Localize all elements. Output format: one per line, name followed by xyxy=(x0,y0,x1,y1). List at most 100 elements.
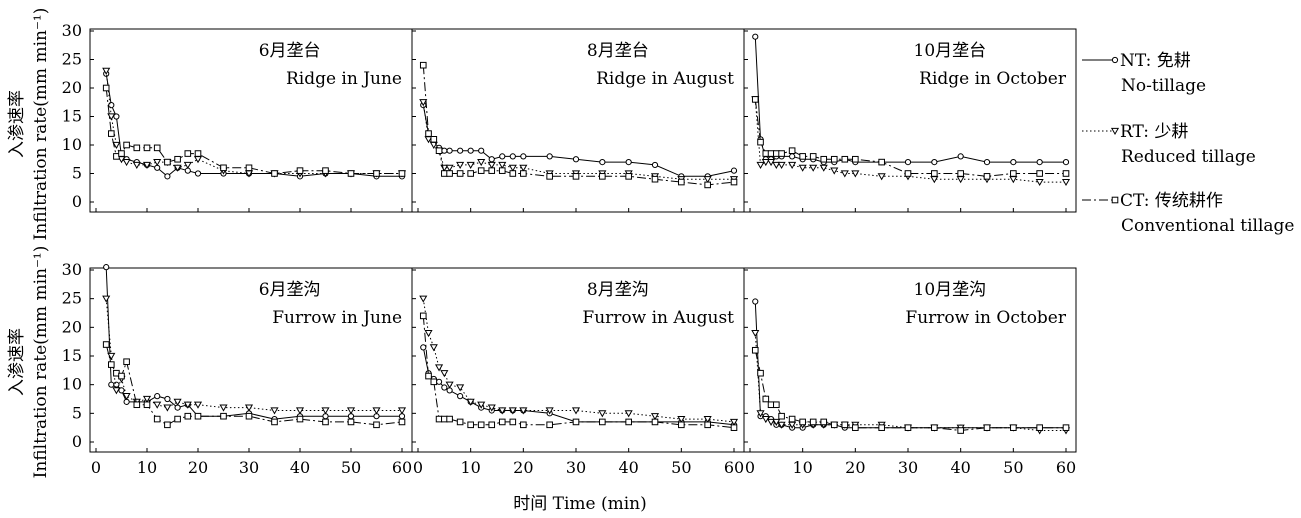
point-ct xyxy=(520,421,527,429)
point-ct xyxy=(184,150,192,157)
x-tick-label: 20 xyxy=(845,458,865,477)
point-nt xyxy=(789,153,796,160)
x-tick-label: 40 xyxy=(950,458,970,477)
point-ct xyxy=(488,421,496,429)
point-ct xyxy=(118,372,125,380)
series-ct xyxy=(102,341,406,429)
series-rt xyxy=(751,329,1071,435)
point-ct xyxy=(762,395,770,403)
point-nt xyxy=(164,395,171,403)
point-rt xyxy=(877,173,886,181)
y-tick-label: 5 xyxy=(72,164,82,183)
point-rt xyxy=(153,401,162,409)
series-ct xyxy=(751,346,1070,434)
point-rt xyxy=(788,161,797,169)
x-tick-label: 0 xyxy=(91,458,101,477)
x-tick-label: 0 xyxy=(413,458,423,477)
point-ct xyxy=(296,415,304,423)
point-ct xyxy=(477,167,485,174)
point-ct xyxy=(164,158,171,166)
point-ct xyxy=(425,130,432,137)
point-nt xyxy=(499,153,506,160)
point-nt xyxy=(194,170,202,177)
point-ct xyxy=(419,61,427,69)
panel-title-cn: 8月垄沟 xyxy=(587,280,649,300)
point-nt xyxy=(752,298,759,305)
point-rt xyxy=(397,407,407,415)
series-ct xyxy=(102,84,406,177)
point-rt xyxy=(456,161,465,169)
point-ct xyxy=(498,167,506,174)
legend-name-rt: Reduced tillage xyxy=(1121,147,1256,167)
x-tick-label: 10 xyxy=(792,458,812,477)
series-ct xyxy=(751,96,1070,180)
point-ct xyxy=(983,173,991,180)
point-ct xyxy=(108,361,115,368)
point-nt xyxy=(441,384,448,391)
legend-item-ct: CT: 传统耕作 Conventional tillage xyxy=(1082,191,1294,236)
point-ct xyxy=(730,178,738,186)
point-nt xyxy=(730,167,738,174)
x-axis-title: 时间 Time (min) xyxy=(513,494,647,514)
point-ct xyxy=(108,130,115,137)
point-rt xyxy=(477,159,486,167)
point-ct xyxy=(546,421,553,429)
point-rt xyxy=(142,161,152,169)
series-rt xyxy=(751,96,1071,187)
point-rt xyxy=(173,164,182,172)
point-ct xyxy=(625,418,632,426)
series-line-rt xyxy=(105,298,402,411)
point-rt xyxy=(419,295,428,303)
chart-panel-4: 0 5 10 15 20 25 30 0 10 20 30 40 50 60 6月垄沟 Furrow in J… xyxy=(62,260,413,477)
legend-marker xyxy=(1111,196,1119,204)
series-line-rt xyxy=(105,70,402,174)
point-ct xyxy=(446,170,453,177)
point-ct xyxy=(174,155,181,163)
point-rt xyxy=(772,161,781,169)
point-rt xyxy=(767,418,776,426)
point-ct xyxy=(102,84,110,92)
point-nt xyxy=(108,381,115,388)
x-tick-label: 30 xyxy=(566,458,586,477)
panel-title-en: Furrow in June xyxy=(272,308,402,328)
point-ct xyxy=(1036,170,1043,177)
y-tick-label: 10 xyxy=(62,135,82,154)
series-rt xyxy=(419,295,739,426)
point-ct xyxy=(488,167,496,174)
series-line-nt xyxy=(754,36,1066,163)
point-rt xyxy=(107,113,116,121)
point-rt xyxy=(321,407,330,415)
point-rt xyxy=(751,329,760,338)
point-ct xyxy=(762,150,770,157)
point-rt xyxy=(102,295,111,303)
point-ct xyxy=(1062,170,1070,177)
x-tick-label: 50 xyxy=(671,458,691,477)
point-nt xyxy=(435,378,443,385)
point-nt xyxy=(467,147,474,154)
point-ct xyxy=(957,427,964,434)
series-nt xyxy=(420,344,738,428)
point-rt xyxy=(519,164,528,172)
point-rt xyxy=(703,415,712,424)
point-rt xyxy=(830,167,839,175)
legend-swatch-rt xyxy=(1082,127,1120,136)
plot-frame xyxy=(89,267,413,453)
point-ct xyxy=(757,369,764,377)
chart-panel-5: 0 10 20 30 40 50 60 8月垄沟 Furrow in August xyxy=(411,267,745,477)
point-ct xyxy=(1036,424,1043,431)
point-rt xyxy=(487,161,496,169)
x-tick-label: 40 xyxy=(290,458,310,477)
y-tick-label: 15 xyxy=(62,107,82,126)
point-ct xyxy=(678,178,685,186)
point-ct xyxy=(730,424,738,431)
point-nt xyxy=(441,147,448,154)
series-ct xyxy=(419,312,738,431)
point-ct xyxy=(435,415,443,423)
point-nt xyxy=(154,393,161,400)
point-nt xyxy=(520,153,527,160)
point-nt xyxy=(118,387,125,394)
point-ct xyxy=(841,421,849,429)
series-ct xyxy=(419,61,738,189)
point-ct xyxy=(245,164,253,172)
point-rt xyxy=(440,370,449,378)
